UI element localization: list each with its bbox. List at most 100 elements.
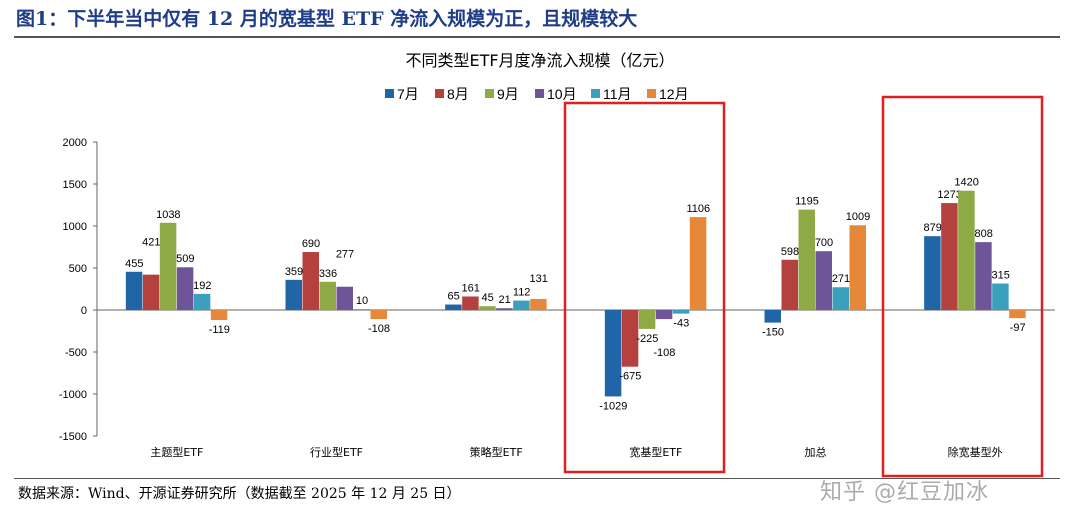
category-label: 行业型ETF — [310, 445, 363, 459]
bar — [924, 236, 941, 310]
bar — [319, 281, 336, 310]
bar — [530, 298, 547, 310]
data-label: 21 — [499, 294, 511, 306]
bar — [176, 267, 194, 310]
data-label: -225 — [636, 333, 658, 345]
data-label: 112 — [513, 287, 531, 299]
y-tick-label: 2000 — [63, 137, 87, 149]
legend-label: 10月 — [547, 86, 577, 102]
footer-divider — [14, 478, 1060, 479]
bar — [370, 310, 387, 320]
title-divider — [14, 36, 1060, 38]
bar — [285, 279, 302, 310]
legend-label: 9月 — [497, 86, 519, 102]
legend-label: 11月 — [603, 86, 632, 102]
data-label: -1029 — [599, 400, 627, 412]
data-label: -119 — [209, 324, 230, 336]
category-label: 策略型ETF — [470, 445, 523, 459]
data-label: 359 — [285, 266, 303, 278]
data-label: 277 — [336, 249, 354, 261]
bar — [781, 259, 798, 310]
data-label: 700 — [815, 237, 833, 249]
data-label: 598 — [781, 246, 799, 258]
bar — [655, 310, 673, 320]
data-label: 45 — [482, 292, 494, 304]
legend-swatch — [647, 89, 656, 98]
data-label: 455 — [125, 258, 143, 270]
bar — [210, 310, 228, 320]
source-note: 数据来源：Wind、开源证券研究所（数据截至 2025 年 12 月 25 日） — [18, 486, 461, 502]
bar — [445, 304, 462, 310]
bar — [496, 308, 513, 310]
data-label: -150 — [762, 327, 784, 339]
data-label: -675 — [619, 371, 641, 383]
bar — [513, 300, 530, 310]
category-label: 主题型ETF — [150, 445, 203, 459]
legend-swatch — [485, 89, 494, 98]
data-label: 1038 — [156, 209, 180, 221]
data-label: 192 — [193, 280, 211, 292]
data-label: 1106 — [687, 203, 711, 215]
y-tick-label: -500 — [65, 347, 87, 359]
bar — [302, 252, 319, 310]
data-label: 161 — [461, 282, 479, 294]
category-label: 宽基型ETF — [629, 445, 682, 459]
category-label: 除宽基型外 — [948, 445, 1003, 459]
data-label: 10 — [356, 295, 368, 307]
legend-label: 7月 — [397, 86, 419, 102]
bar — [479, 306, 496, 310]
y-tick-label: -1500 — [59, 431, 87, 443]
data-label: -108 — [368, 323, 390, 335]
y-tick-label: 1500 — [63, 179, 87, 191]
bar — [764, 310, 781, 323]
bar — [142, 274, 160, 310]
legend-swatch — [591, 89, 600, 98]
data-label: 315 — [991, 270, 1009, 282]
y-tick-label: 0 — [81, 305, 87, 317]
data-label: 421 — [142, 237, 160, 249]
data-label: 879 — [923, 222, 941, 234]
data-label: -108 — [653, 347, 675, 359]
bar — [462, 296, 479, 310]
chart-title: 不同类型ETF月度净流入规模（亿元） — [405, 51, 674, 70]
bar — [992, 283, 1009, 310]
legend-label: 12月 — [659, 86, 689, 102]
figure-title: 图1：下半年当中仅有 12 月的宽基型 ETF 净流入规模为正，且规模较大 — [16, 8, 638, 30]
data-label: 336 — [319, 268, 337, 280]
highlight-box — [881, 95, 1044, 478]
highlight-box — [563, 101, 726, 474]
y-tick-label: 500 — [69, 263, 87, 275]
data-label: 690 — [302, 238, 320, 250]
legend-swatch — [535, 89, 544, 98]
data-label: 1273 — [937, 189, 961, 201]
data-label: 509 — [176, 253, 194, 265]
bar — [336, 286, 353, 310]
bar — [689, 217, 707, 310]
y-tick-label: -1000 — [59, 389, 87, 401]
data-label: 1420 — [954, 177, 978, 189]
bar — [159, 222, 177, 310]
legend-swatch — [435, 89, 444, 98]
bar — [1009, 310, 1026, 319]
y-tick-label: 1000 — [63, 221, 87, 233]
legend-label: 8月 — [447, 86, 469, 102]
legend-swatch — [385, 89, 394, 98]
bar — [832, 287, 849, 310]
data-label: 1195 — [795, 196, 819, 208]
bar — [849, 225, 866, 310]
bar — [958, 190, 975, 310]
data-label: 808 — [974, 228, 992, 240]
data-label: 65 — [448, 291, 460, 303]
bar — [638, 310, 656, 329]
data-label: 1009 — [846, 211, 870, 223]
data-label: -97 — [1010, 322, 1026, 334]
data-label: 131 — [529, 273, 547, 285]
bar — [604, 310, 622, 397]
bar — [353, 309, 370, 310]
bar — [975, 242, 992, 310]
bar — [193, 293, 211, 310]
data-label: -43 — [673, 318, 689, 330]
bar — [798, 209, 815, 310]
bar — [815, 251, 832, 310]
